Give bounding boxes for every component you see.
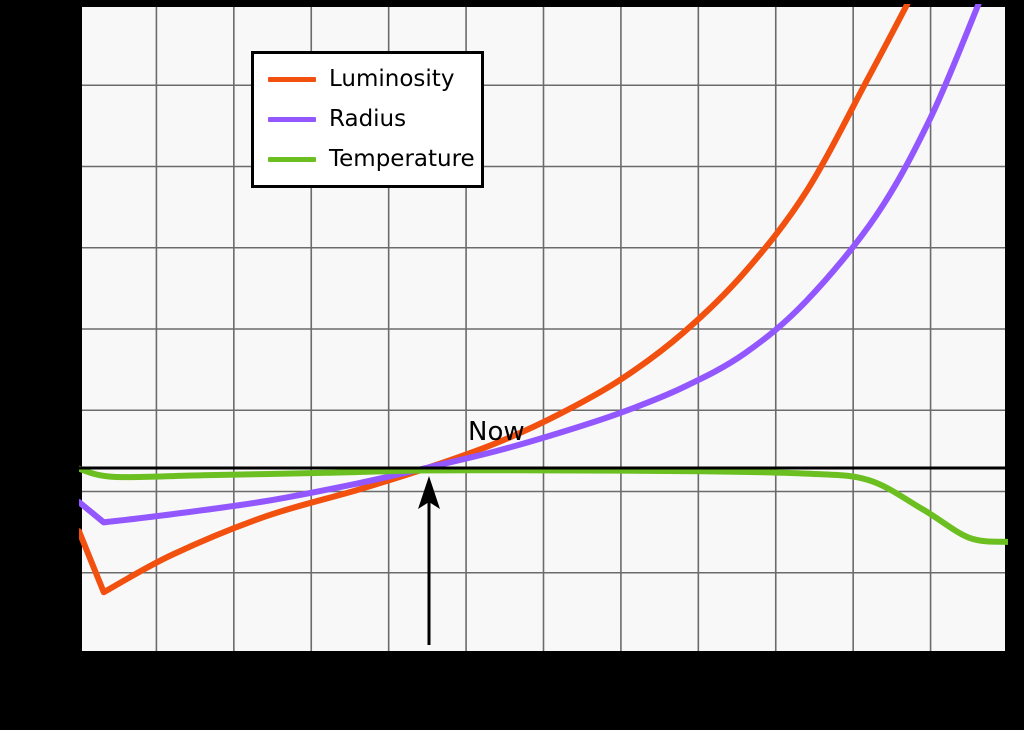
legend-swatch-radius [268, 117, 316, 122]
legend-swatch-temperature [268, 156, 316, 162]
legend-label-luminosity: Luminosity [329, 66, 455, 93]
legend: Luminosity Radius Temperature [251, 51, 484, 188]
series-line-luminosity [79, 4, 911, 596]
now-arrow [418, 476, 440, 645]
annotation-layer [79, 466, 1008, 645]
legend-item-luminosity: Luminosity [254, 60, 481, 100]
legend-label-radius: Radius [329, 106, 407, 132]
series-line-temperature [79, 465, 1008, 545]
legend-item-radius: Radius [254, 100, 481, 140]
plot-border [79, 4, 1008, 654]
plot-area: Luminosity Radius Temperature Now [79, 4, 1008, 654]
series-layer [79, 4, 1008, 596]
legend-item-temperature: Temperature [254, 139, 481, 179]
legend-label-temperature: Temperature [329, 145, 475, 172]
now-arrow-head [418, 476, 440, 509]
now-annotation-label: Now [468, 417, 525, 447]
legend-swatch-luminosity [268, 77, 316, 83]
series-line-radius [79, 4, 982, 526]
